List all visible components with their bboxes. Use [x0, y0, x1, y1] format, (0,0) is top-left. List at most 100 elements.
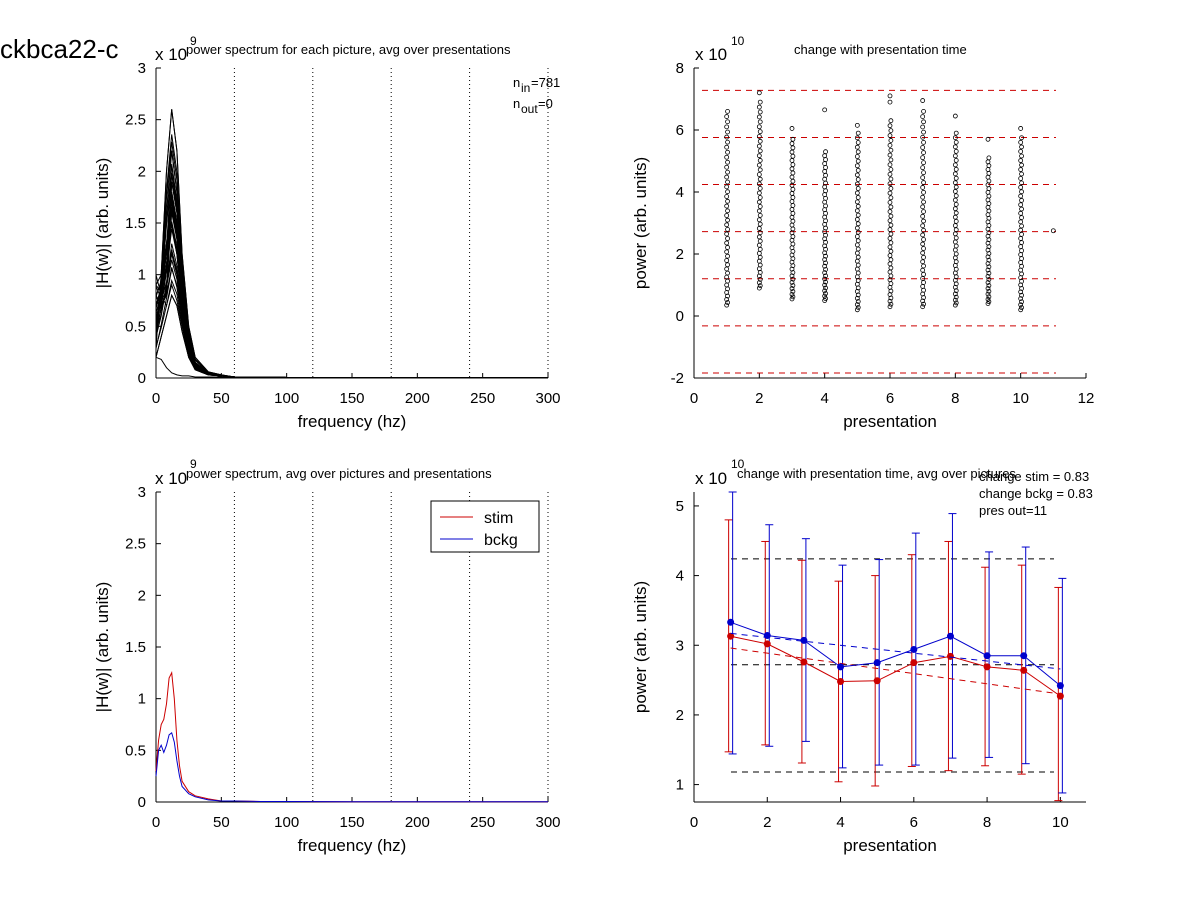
data-point [953, 175, 959, 181]
x-tick-label: 2 [755, 390, 763, 407]
y-multiplier-exponent: 10 [731, 34, 745, 48]
data-point [756, 181, 762, 187]
data-point [822, 270, 828, 276]
data-point [985, 280, 991, 285]
data-point [953, 251, 959, 257]
data-point [953, 288, 959, 294]
y-multiplier-exponent: 10 [731, 457, 745, 471]
data-point [724, 124, 730, 130]
data-point [757, 138, 763, 144]
data-point [854, 122, 860, 128]
spectrum-line [155, 253, 548, 379]
data-point [921, 263, 926, 269]
spectrum-line [155, 274, 548, 379]
annotation-1: change bckg = 0.83 [979, 486, 1093, 501]
data-point [921, 280, 926, 285]
x-tick-label: 0 [152, 390, 160, 407]
data-point [921, 237, 926, 242]
data-point [953, 130, 959, 136]
data-point [888, 240, 894, 246]
data-point [952, 239, 958, 245]
data-point [986, 257, 992, 263]
data-point-bckg [983, 652, 991, 660]
data-point [888, 295, 894, 301]
data-point [953, 243, 959, 249]
data-point [952, 263, 958, 268]
data-point [789, 126, 795, 131]
data-point [920, 298, 926, 304]
data-point [986, 277, 992, 282]
data-point [756, 226, 762, 231]
x-tick-label: 250 [470, 814, 495, 831]
y-axis-label: power (arb. units) [631, 581, 650, 713]
spectrum-line [155, 174, 548, 379]
data-point [1019, 180, 1024, 186]
y-multiplier-exponent: 9 [190, 34, 197, 48]
y-tick-label: 1.5 [125, 639, 146, 656]
data-point [1018, 302, 1024, 308]
data-point [854, 154, 860, 159]
data-point [952, 189, 958, 194]
legend: stim bckg [430, 500, 540, 553]
data-point [790, 234, 796, 239]
data-point [1050, 228, 1056, 234]
x-tick-label: 150 [339, 814, 364, 831]
data-point [952, 197, 958, 203]
data-point-stim [1056, 692, 1064, 700]
data-point [1019, 215, 1024, 220]
series-line-stim [155, 671, 548, 803]
y-tick-label: 0.5 [125, 742, 146, 759]
data-point [953, 227, 959, 233]
x-tick-label: 2 [763, 814, 771, 831]
data-point [757, 195, 763, 200]
y-multiplier: x 10 [695, 45, 727, 64]
data-point [725, 159, 730, 165]
y-tick-label: 2 [138, 587, 146, 604]
data-point [789, 191, 795, 196]
y-tick-label: 2.5 [125, 112, 146, 129]
data-point [724, 164, 730, 170]
data-point [790, 294, 796, 300]
data-point [724, 174, 730, 180]
data-point [920, 232, 926, 238]
data-point [790, 153, 796, 159]
y-multiplier: x 10 [155, 469, 187, 488]
data-point [986, 270, 992, 276]
y-tick-label: 3 [676, 637, 684, 654]
data-point [920, 213, 926, 219]
data-point [1018, 219, 1024, 225]
data-point [985, 273, 991, 279]
data-point [921, 271, 926, 277]
y-tick-label: 6 [676, 122, 684, 139]
data-point [1019, 240, 1024, 245]
data-point [986, 294, 992, 300]
spectrum-line [155, 163, 548, 379]
data-point [822, 184, 828, 190]
y-tick-label: 3 [138, 60, 146, 77]
spectrum-line [155, 267, 548, 379]
data-point [789, 279, 795, 285]
data-point [985, 291, 991, 297]
spectrum-line [155, 109, 548, 379]
data-point [756, 285, 762, 291]
y-tick-label: 1 [138, 691, 146, 708]
data-point [757, 204, 763, 209]
data-point [725, 208, 730, 214]
data-point [725, 245, 730, 250]
data-point [855, 270, 861, 276]
data-point [757, 99, 763, 105]
data-point [823, 285, 828, 291]
data-point [985, 174, 991, 180]
annotation-n-out-sub: out [521, 102, 538, 116]
data-point-bckg [1020, 652, 1028, 660]
y-tick-label: 1 [138, 267, 146, 284]
data-point [953, 139, 959, 145]
data-point [756, 217, 762, 223]
data-point [790, 270, 796, 275]
data-point [887, 269, 893, 275]
data-point [952, 135, 958, 141]
data-point [789, 207, 795, 212]
data-point [757, 221, 763, 227]
data-point [725, 119, 730, 125]
data-point [920, 175, 926, 181]
